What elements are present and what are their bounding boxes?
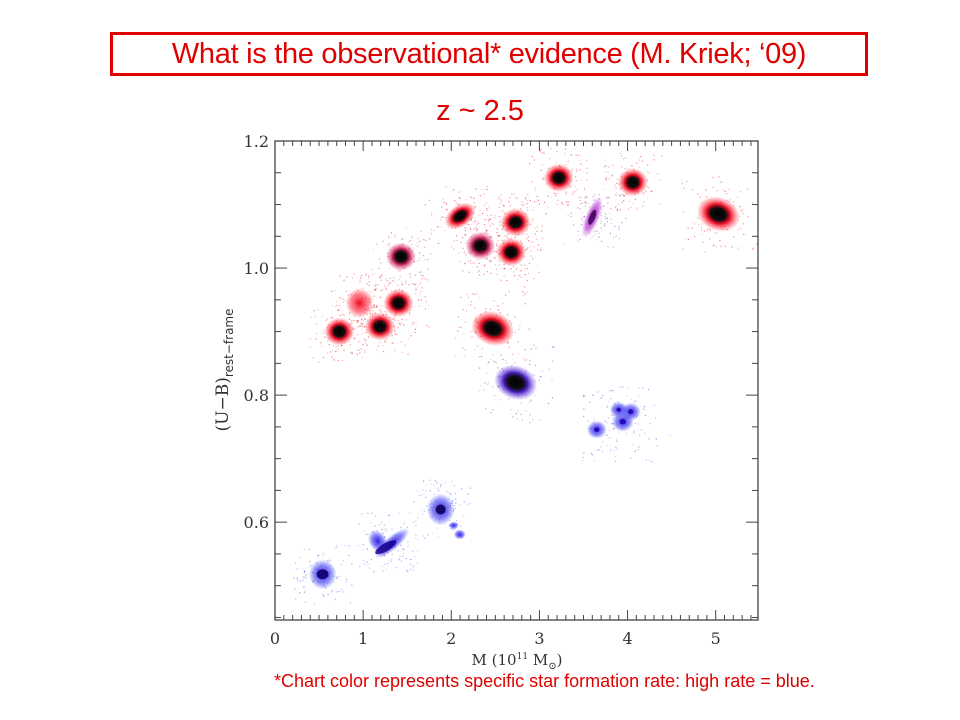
x-tick-label: 0 [270,629,280,648]
galaxy-point-5 [371,227,432,287]
galaxy-point-6 [424,186,491,248]
slide-title: What is the observational* evidence (M. … [171,37,807,70]
galaxy-core [324,317,355,346]
y-tick-label: 1.0 [244,259,269,278]
galaxy-point-3 [344,297,410,358]
y-tick-label: 0.8 [244,386,269,405]
y-label-main: (U−B) [213,377,233,431]
slide-subtitle: z ~ 2.5 [436,95,524,127]
galaxy-point-9 [481,224,543,288]
galaxy-points [293,148,758,605]
galaxy-core [617,168,648,197]
galaxy-core [494,364,538,401]
galaxy-core [364,312,395,341]
x-label-close: ) [557,651,563,669]
x-label-sup: 11 [517,652,528,662]
galaxy-point-10 [455,291,532,365]
galaxy-point-16 [581,386,671,463]
galaxy-point-12 [564,188,627,248]
galaxy-point-13 [603,152,663,211]
x-axis-label: M (1011 M⊙) [472,651,563,672]
x-tick-label: 2 [446,629,456,648]
galaxy-core [386,242,417,271]
x-label-sun: ⊙ [548,661,556,672]
galaxy-point-15 [478,344,555,424]
galaxy-core [383,288,414,317]
galaxy-point-17 [293,544,353,605]
x-label-unit: M [528,651,548,669]
galaxy-point-19 [413,479,471,541]
chart-axes: 0 1 2 3 4 5 0.6 0.8 1.0 1.2 [244,132,759,648]
x-tick-label: 5 [711,629,721,648]
x-tick-label: 4 [622,629,632,648]
galaxy-core [444,202,476,230]
galaxy-point-4 [368,274,430,337]
galaxy-core [471,310,515,347]
x-label-main: M (10 [472,651,517,669]
galaxy-point-1 [309,304,370,363]
x-tick-label: 1 [358,629,368,648]
y-label-sub: rest−frame [222,309,236,378]
y-axis-label: (U−B)rest−frame [213,309,236,432]
galaxy-core [696,196,740,232]
galaxy-core [345,287,374,318]
title-box: What is the observational* evidence (M. … [110,32,868,76]
galaxy-point-18 [357,512,424,573]
galaxy-core [500,208,531,237]
galaxy-point-11 [529,148,590,208]
galaxy-point-8 [485,193,547,252]
footnote: *Chart color represents specific star fo… [274,671,815,691]
y-tick-label: 0.6 [244,513,269,532]
galaxy-point-2 [329,273,401,335]
galaxy-core [496,238,527,267]
y-tick-label: 1.2 [244,132,269,151]
plot-frame [274,140,759,621]
galaxy-point-14 [681,176,758,253]
galaxy-core [465,231,496,260]
x-tick-label: 3 [534,629,544,648]
galaxy-core [543,163,574,192]
